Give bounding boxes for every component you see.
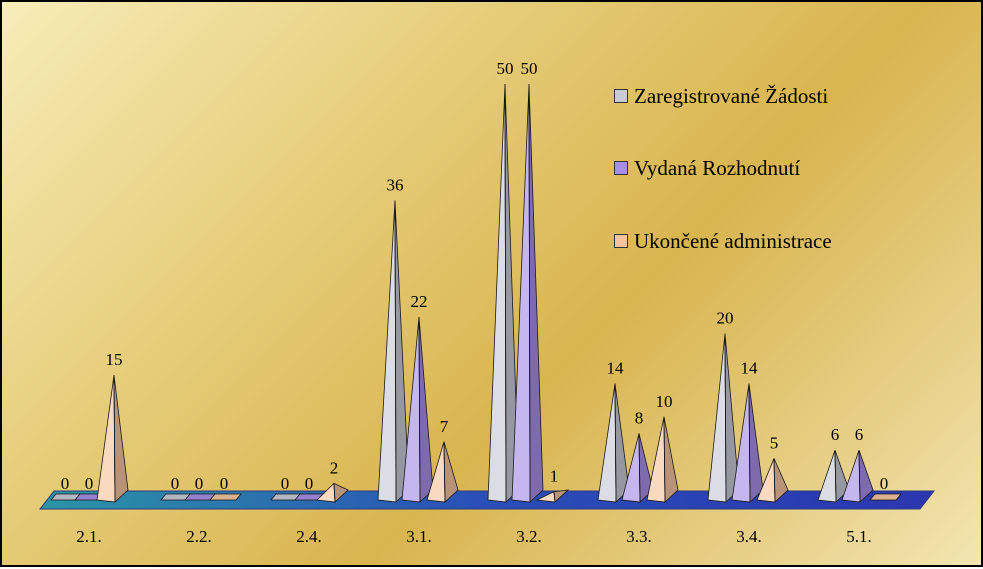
legend-swatch-ukoncene bbox=[614, 234, 628, 248]
bar-ukoncene-administrace-3-4 bbox=[756, 458, 789, 503]
x-tick-label-5-1: 5.1. bbox=[846, 527, 872, 546]
data-label-zaregistrovane-zadosti-5-1: 6 bbox=[831, 425, 840, 444]
x-tick-label-3-4: 3.4. bbox=[736, 527, 762, 546]
x-tick-label-3-1: 3.1. bbox=[406, 527, 432, 546]
x-tick-label-2-1: 2.1. bbox=[76, 527, 102, 546]
bar-zaregistrovane-zadosti-3-4 bbox=[707, 333, 740, 503]
bar-zaregistrovane-zadosti-3-3 bbox=[597, 383, 630, 503]
bar-vydana-rozhodnuti-3-3 bbox=[621, 433, 654, 503]
data-label-ukoncene-administrace-2-2: 0 bbox=[220, 474, 229, 493]
legend-swatch-zaregistrovane bbox=[614, 89, 628, 103]
data-label-ukoncene-administrace-5-1: 0 bbox=[880, 474, 889, 493]
bar-vydana-rozhodnuti-3-2 bbox=[511, 83, 544, 503]
x-tick-label-2-4: 2.4. bbox=[296, 527, 322, 546]
legend-item-ukoncene: Ukončené administrace bbox=[614, 227, 832, 255]
bar-vydana-rozhodnuti-3-4 bbox=[731, 383, 764, 503]
data-label-zaregistrovane-zadosti-3-4: 20 bbox=[717, 309, 734, 328]
data-label-vydana-rozhodnuti-2-4: 0 bbox=[305, 474, 314, 493]
data-label-vydana-rozhodnuti-3-2: 50 bbox=[521, 59, 538, 78]
data-label-vydana-rozhodnuti-3-3: 8 bbox=[635, 408, 644, 427]
x-tick-label-3-2: 3.2. bbox=[516, 527, 542, 546]
data-label-vydana-rozhodnuti-2-2: 0 bbox=[195, 474, 204, 493]
legend-label-zaregistrovane: Zaregistrované Žádosti bbox=[634, 83, 829, 108]
data-label-zaregistrovane-zadosti-2-2: 0 bbox=[171, 474, 180, 493]
data-label-ukoncene-administrace-3-2: 1 bbox=[550, 467, 559, 486]
bar-zaregistrovane-zadosti-3-2 bbox=[487, 83, 520, 503]
bar-ukoncene-administrace-3-3 bbox=[646, 416, 679, 503]
data-label-zaregistrovane-zadosti-3-1: 36 bbox=[387, 175, 404, 194]
bar-ukoncene-administrace-2-1 bbox=[96, 375, 129, 503]
bar-ukoncene-administrace-3-1 bbox=[426, 441, 459, 503]
data-label-ukoncene-administrace-3-3: 10 bbox=[656, 392, 673, 411]
bar-ukoncene-administrace-2-2 bbox=[209, 493, 242, 501]
legend-item-zaregistrovane: Zaregistrované Žádosti bbox=[614, 82, 828, 110]
bar-ukoncene-administrace-3-2 bbox=[535, 489, 570, 503]
bar-vydana-rozhodnuti-5-1 bbox=[841, 449, 874, 503]
bar-ukoncene-administrace-2-4 bbox=[316, 482, 349, 503]
data-label-zaregistrovane-zadosti-2-4: 0 bbox=[281, 474, 290, 493]
legend-label-vydana: Vydaná Rozhodnutí bbox=[634, 155, 801, 180]
legend-swatch-vydana bbox=[614, 161, 628, 175]
data-label-ukoncene-administrace-3-1: 7 bbox=[440, 417, 449, 436]
data-label-vydana-rozhodnuti-5-1: 6 bbox=[855, 425, 864, 444]
legend-item-vydana: Vydaná Rozhodnutí bbox=[614, 154, 800, 182]
data-label-ukoncene-administrace-2-1: 15 bbox=[106, 350, 123, 369]
bar-zaregistrovane-zadosti-3-1 bbox=[377, 200, 410, 503]
data-label-zaregistrovane-zadosti-3-3: 14 bbox=[607, 359, 625, 378]
x-tick-label-2-2: 2.2. bbox=[186, 527, 212, 546]
data-label-ukoncene-administrace-2-4: 2 bbox=[330, 458, 339, 477]
data-label-ukoncene-administrace-3-4: 5 bbox=[770, 433, 779, 452]
data-label-zaregistrovane-zadosti-3-2: 50 bbox=[497, 59, 514, 78]
bar-ukoncene-administrace-5-1 bbox=[869, 493, 902, 501]
data-label-vydana-rozhodnuti-3-4: 14 bbox=[741, 359, 759, 378]
bar-vydana-rozhodnuti-3-1 bbox=[401, 316, 434, 503]
data-label-vydana-rozhodnuti-2-1: 0 bbox=[85, 474, 94, 493]
x-tick-label-3-3: 3.3. bbox=[626, 527, 652, 546]
legend-label-ukoncene: Ukončené administrace bbox=[634, 228, 832, 253]
data-label-zaregistrovane-zadosti-2-1: 0 bbox=[61, 474, 70, 493]
data-label-vydana-rozhodnuti-3-1: 22 bbox=[411, 292, 428, 311]
